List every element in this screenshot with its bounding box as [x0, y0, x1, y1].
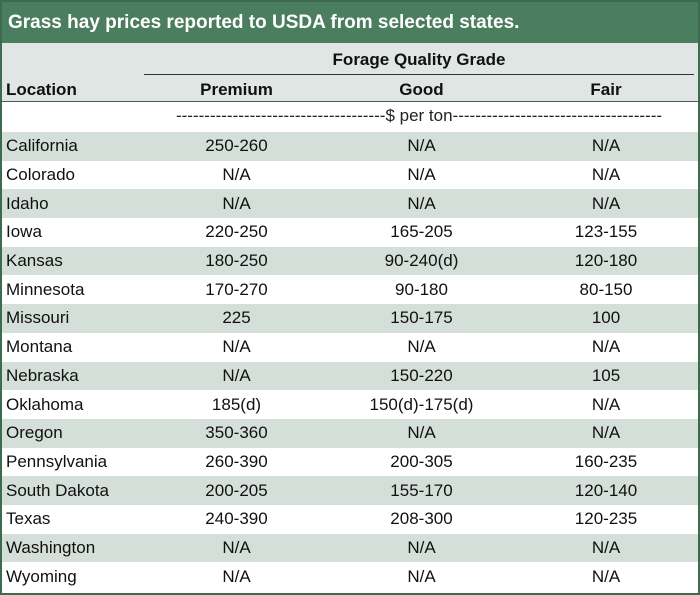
fair-price-cell: 120-235: [514, 504, 698, 534]
good-price-cell: 200-305: [329, 447, 514, 477]
table-row: Nebraska N/A 150-220 105: [2, 361, 698, 391]
premium-price-cell: 185(d): [144, 390, 329, 419]
location-cell: Pennsylvania: [2, 447, 144, 477]
table-row: South Dakota 200-205 155-170 120-140: [2, 476, 698, 505]
location-cell: Wyoming: [2, 562, 144, 591]
premium-price-cell: 225: [144, 304, 329, 333]
premium-price-cell: 260-390: [144, 447, 329, 477]
good-price-cell: 150-175: [329, 304, 514, 333]
fair-price-cell: N/A: [514, 160, 698, 190]
premium-price-cell: 250-260: [144, 132, 329, 161]
good-price-cell: 208-300: [329, 504, 514, 534]
location-cell: Idaho: [2, 189, 144, 219]
location-cell: Kansas: [2, 246, 144, 276]
location-cell: California: [2, 132, 144, 161]
table-row: Montana N/A N/A N/A: [2, 332, 698, 362]
location-cell: Colorado: [2, 160, 144, 190]
premium-price-cell: N/A: [144, 189, 329, 219]
location-cell: Nebraska: [2, 361, 144, 391]
premium-price-cell: 240-390: [144, 504, 329, 534]
premium-price-cell: 200-205: [144, 476, 329, 505]
fair-price-cell: N/A: [514, 533, 698, 563]
good-column-header: Good: [399, 80, 444, 99]
fair-price-cell: N/A: [514, 418, 698, 448]
good-price-cell: N/A: [329, 418, 514, 448]
fair-price-cell: 120-180: [514, 246, 698, 276]
location-cell: Minnesota: [2, 275, 144, 305]
good-price-cell: N/A: [329, 160, 514, 190]
premium-price-cell: N/A: [144, 562, 329, 591]
premium-price-cell: 350-360: [144, 418, 329, 448]
premium-column-header: Premium: [200, 80, 273, 99]
good-price-cell: 155-170: [329, 476, 514, 505]
good-price-cell: N/A: [329, 132, 514, 161]
fair-price-cell: 120-140: [514, 476, 698, 505]
premium-price-cell: 180-250: [144, 246, 329, 276]
fair-price-cell: 123-155: [514, 218, 698, 247]
premium-price-cell: 170-270: [144, 275, 329, 305]
table-title: Grass hay prices reported to USDA from s…: [2, 2, 698, 43]
table-row: Wyoming N/A N/A N/A: [2, 562, 698, 591]
location-column-header: Location: [6, 80, 77, 99]
location-cell: Oregon: [2, 418, 144, 448]
good-price-cell: 90-180: [329, 275, 514, 305]
table-row: Colorado N/A N/A N/A: [2, 160, 698, 190]
table-header: Forage Quality Grade Location Premium Go…: [2, 43, 698, 101]
fair-price-cell: N/A: [514, 562, 698, 591]
fair-price-cell: 100: [514, 304, 698, 333]
forage-grade-group-label: Forage Quality Grade: [332, 50, 506, 69]
table-row: Texas 240-390 208-300 120-235: [2, 504, 698, 534]
good-price-cell: N/A: [329, 533, 514, 563]
table-row: Idaho N/A N/A N/A: [2, 189, 698, 219]
table-row: Iowa 220-250 165-205 123-155: [2, 218, 698, 247]
good-price-cell: N/A: [329, 189, 514, 219]
group-divider: [144, 74, 694, 75]
table-row: Kansas 180-250 90-240(d) 120-180: [2, 246, 698, 276]
fair-price-cell: N/A: [514, 189, 698, 219]
location-cell: Montana: [2, 332, 144, 362]
table-row: Pennsylvania 260-390 200-305 160-235: [2, 447, 698, 477]
premium-price-cell: N/A: [144, 361, 329, 391]
good-price-cell: N/A: [329, 332, 514, 362]
fair-price-cell: N/A: [514, 332, 698, 362]
table-row: California 250-260 N/A N/A: [2, 132, 698, 161]
table-row: Oklahoma 185(d) 150(d)-175(d) N/A: [2, 390, 698, 419]
table-row: Missouri 225 150-175 100: [2, 304, 698, 333]
fair-price-cell: N/A: [514, 132, 698, 161]
fair-column-header: Fair: [590, 80, 622, 99]
units-label: -------------------------------------$ p…: [175, 106, 663, 125]
fair-price-cell: 105: [514, 361, 698, 391]
units-row: -------------------------------------$ p…: [2, 101, 698, 132]
location-cell: Texas: [2, 504, 144, 534]
location-cell: Oklahoma: [2, 390, 144, 419]
fair-price-cell: 160-235: [514, 447, 698, 477]
good-price-cell: 150(d)-175(d): [329, 390, 514, 419]
fair-price-cell: 80-150: [514, 275, 698, 305]
location-cell: Iowa: [2, 218, 144, 247]
location-cell: Washington: [2, 533, 144, 563]
fair-price-cell: N/A: [514, 390, 698, 419]
good-price-cell: N/A: [329, 562, 514, 591]
good-price-cell: 150-220: [329, 361, 514, 391]
good-price-cell: 165-205: [329, 218, 514, 247]
premium-price-cell: N/A: [144, 533, 329, 563]
good-price-cell: 90-240(d): [329, 246, 514, 276]
table-body: California 250-260 N/A N/A Colorado N/A N/A N/A…: [2, 132, 698, 591]
price-table: California 250-260 N/A N/A Colorado N/A N/A N/A…: [2, 132, 698, 591]
location-cell: South Dakota: [2, 476, 144, 505]
table-row: Minnesota 170-270 90-180 80-150: [2, 275, 698, 305]
premium-price-cell: N/A: [144, 160, 329, 190]
table-row: Oregon 350-360 N/A N/A: [2, 418, 698, 448]
premium-price-cell: N/A: [144, 332, 329, 362]
premium-price-cell: 220-250: [144, 218, 329, 247]
table-row: Washington N/A N/A N/A: [2, 533, 698, 563]
location-cell: Missouri: [2, 304, 144, 333]
